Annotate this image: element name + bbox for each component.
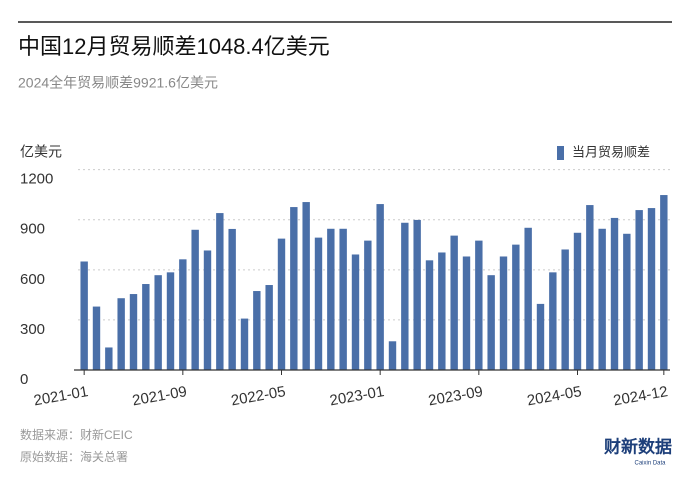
source: 数据来源：财新CEIC xyxy=(20,427,133,442)
bar xyxy=(154,275,162,370)
logo: 财新数据 xyxy=(603,436,672,456)
original-source: 原始数据：海关总署 xyxy=(20,449,128,464)
bar xyxy=(216,213,224,370)
bar xyxy=(610,217,619,370)
bar xyxy=(179,259,187,370)
x-tick-label: 2021-09 xyxy=(131,383,188,409)
x-tick-label: 2021-01 xyxy=(32,383,89,409)
bar xyxy=(364,240,372,370)
bar xyxy=(314,237,323,370)
bar xyxy=(660,195,668,370)
bar xyxy=(561,249,569,370)
y-tick-label: 300 xyxy=(20,321,45,338)
bar xyxy=(401,222,409,370)
bar xyxy=(413,219,421,370)
bar xyxy=(462,256,471,370)
bar xyxy=(487,275,495,370)
chart-title: 中国12月贸易顺差1048.4亿美元 xyxy=(18,34,330,59)
bar xyxy=(290,207,298,370)
bar xyxy=(302,202,310,370)
bar xyxy=(425,260,434,370)
bar xyxy=(166,272,175,370)
bar xyxy=(647,208,656,370)
x-tick-label: 2022-05 xyxy=(230,383,287,409)
bar xyxy=(635,210,643,370)
logo-sub: Caixin Data xyxy=(634,461,666,467)
bar xyxy=(92,306,101,370)
chart-subtitle: 2024全年贸易顺差9921.6亿美元 xyxy=(18,75,218,91)
bar xyxy=(117,298,125,370)
bar xyxy=(623,233,631,370)
bar xyxy=(265,285,273,370)
bar xyxy=(142,284,150,370)
bar xyxy=(80,261,88,370)
bar xyxy=(573,232,582,370)
bar xyxy=(203,250,212,370)
bar xyxy=(240,318,249,370)
bar xyxy=(327,228,335,370)
bar xyxy=(450,235,458,370)
bar xyxy=(598,228,606,370)
x-tick-label: 2024-05 xyxy=(526,383,583,409)
x-tick-label: 2024-12 xyxy=(612,383,669,409)
bar xyxy=(277,238,286,370)
y-axis-label: 亿美元 xyxy=(20,144,62,160)
x-tick-label: 2023-09 xyxy=(427,383,484,409)
bar xyxy=(549,272,557,370)
bar xyxy=(475,240,483,370)
bar xyxy=(438,252,446,370)
x-tick-label: 2023-01 xyxy=(328,383,385,409)
bar xyxy=(376,204,384,370)
bar xyxy=(129,294,138,370)
bar xyxy=(524,227,532,370)
y-tick-label: 900 xyxy=(20,221,45,238)
bar xyxy=(512,244,520,370)
y-tick-label: 1200 xyxy=(20,171,53,188)
bar xyxy=(586,205,594,370)
y-tick-label: 0 xyxy=(20,371,28,388)
bar xyxy=(105,347,113,370)
bar xyxy=(499,256,508,370)
bar xyxy=(536,303,545,370)
bar xyxy=(191,229,199,370)
bar xyxy=(351,254,360,370)
bar xyxy=(388,341,397,370)
bar xyxy=(339,228,347,370)
bar xyxy=(228,228,236,370)
legend-label: 当月贸易顺差 xyxy=(572,144,650,159)
legend-swatch xyxy=(557,146,564,160)
bar xyxy=(253,291,261,370)
y-tick-label: 600 xyxy=(20,271,45,288)
